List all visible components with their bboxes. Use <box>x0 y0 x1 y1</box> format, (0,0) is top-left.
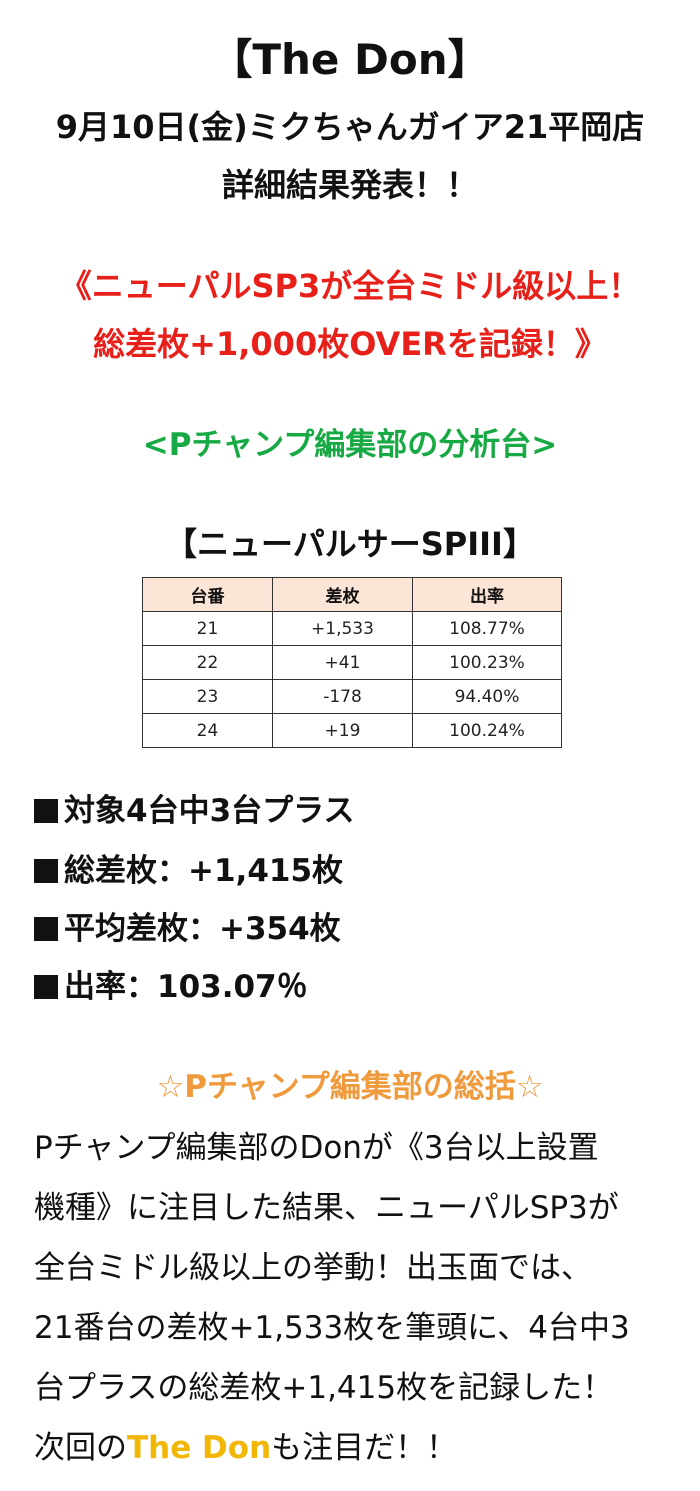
stat-payout-rate: 出率：103.07％ <box>34 965 308 1009</box>
page-title: 【The Don】 <box>210 35 490 84</box>
table-header-row: 台番 差枚 出率 <box>142 577 562 612</box>
stat-plus-count: 対象4台中3台プラス <box>34 789 355 833</box>
summary-line-1: Pチャンプ編集部のDonが《3台以上設置 <box>34 1130 599 1166</box>
stat-text: 総差枚：+1,415枚 <box>64 853 344 889</box>
summary-line-3: 全台ミドル級以上の挙動！出玉面では、 <box>34 1250 592 1286</box>
cell-rate: 100.23% <box>412 645 562 680</box>
cell-diff: -178 <box>272 679 413 714</box>
cell-diff: +41 <box>272 645 413 680</box>
cell-rate: 108.77% <box>412 611 562 646</box>
summary-line-6: 次回のThe Donも注目だ！！ <box>34 1418 674 1478</box>
announcement: 詳細結果発表！！ <box>221 166 478 204</box>
table-row: 23 -178 94.40% <box>142 679 562 714</box>
table-row: 22 +41 100.23% <box>142 645 562 680</box>
cell-rate: 100.24% <box>412 713 562 748</box>
summary-line-5: 台プラスの総差枚+1,415枚を記録した！ <box>34 1370 614 1406</box>
event-subtitle: 9月10日(金)ミクちゃんガイア21平岡店 <box>55 108 645 146</box>
stat-text: 対象4台中3台プラス <box>64 793 355 829</box>
summary-line-4: 21番台の差枚+1,533枚を筆頭に、4台中3 <box>34 1310 630 1346</box>
summary-last-prefix: 次回の <box>34 1430 127 1466</box>
brand-name: The Don <box>127 1430 272 1466</box>
table-row: 21 +1,533 108.77% <box>142 611 562 646</box>
stat-text: 出率：103.07％ <box>64 969 308 1005</box>
headline-line-2: 総差枚+1,000枚OVERを記録！》 <box>93 325 607 363</box>
cell-rate: 94.40% <box>412 679 562 714</box>
section-label: <Pチャンプ編集部の分析台> <box>142 427 558 463</box>
stat-average-diff: 平均差枚：+354枚 <box>34 907 341 951</box>
table-row: 24 +19 100.24% <box>142 713 562 748</box>
cell-unit: 21 <box>142 611 273 646</box>
cell-unit: 24 <box>142 713 273 748</box>
summary-last-suffix: も注目だ！！ <box>271 1430 458 1466</box>
summary-line-2: 機種》に注目した結果、ニューパルSP3が <box>34 1190 619 1226</box>
column-header-diff: 差枚 <box>272 577 413 612</box>
machine-name: 【ニューパルサーSPIII】 <box>165 525 535 563</box>
stat-text: 平均差枚：+354枚 <box>64 911 341 947</box>
column-header-rate: 出率 <box>412 577 562 612</box>
square-bullet-icon <box>34 799 58 823</box>
column-header-unit: 台番 <box>142 577 273 612</box>
headline-line-1: 《ニューパルSP3が全台ミドル級以上！ <box>59 267 641 305</box>
cell-diff: +19 <box>272 713 413 748</box>
square-bullet-icon <box>34 859 58 883</box>
cell-diff: +1,533 <box>272 611 413 646</box>
results-table: 台番 差枚 出率 21 +1,533 108.77% 22 +41 100.23… <box>142 577 562 748</box>
stat-total-diff: 総差枚：+1,415枚 <box>34 849 343 893</box>
cell-unit: 22 <box>142 645 273 680</box>
square-bullet-icon <box>34 975 58 999</box>
cell-unit: 23 <box>142 679 273 714</box>
square-bullet-icon <box>34 917 58 941</box>
summary-heading: ☆Pチャンプ編集部の総括☆ <box>156 1069 544 1105</box>
